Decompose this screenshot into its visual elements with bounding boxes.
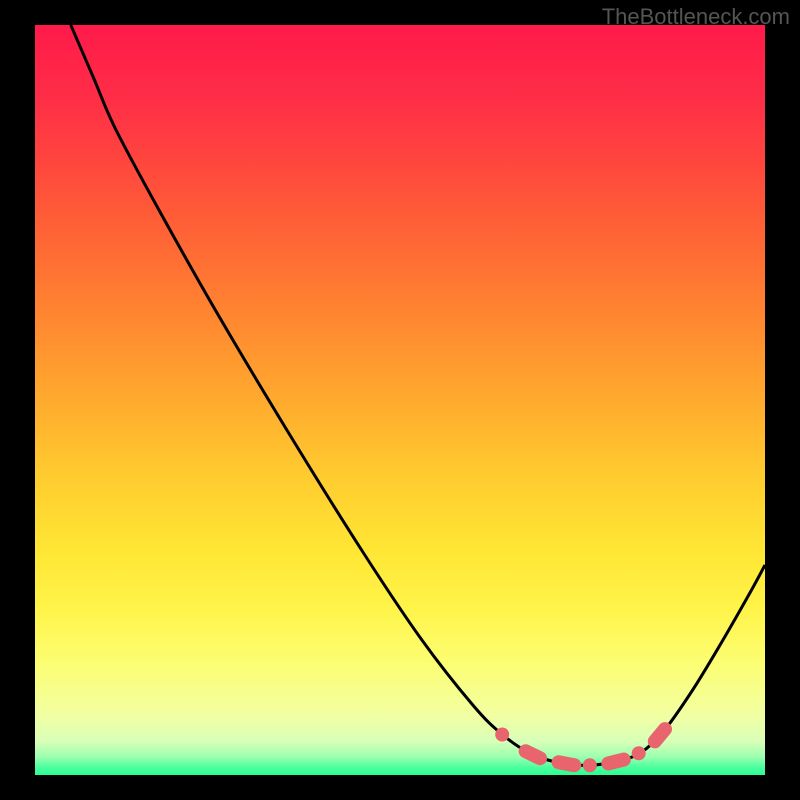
chart-background	[35, 25, 765, 775]
chart-svg	[35, 25, 765, 775]
chart-plot-area	[35, 25, 765, 775]
watermark-text: TheBottleneck.com	[602, 4, 790, 30]
